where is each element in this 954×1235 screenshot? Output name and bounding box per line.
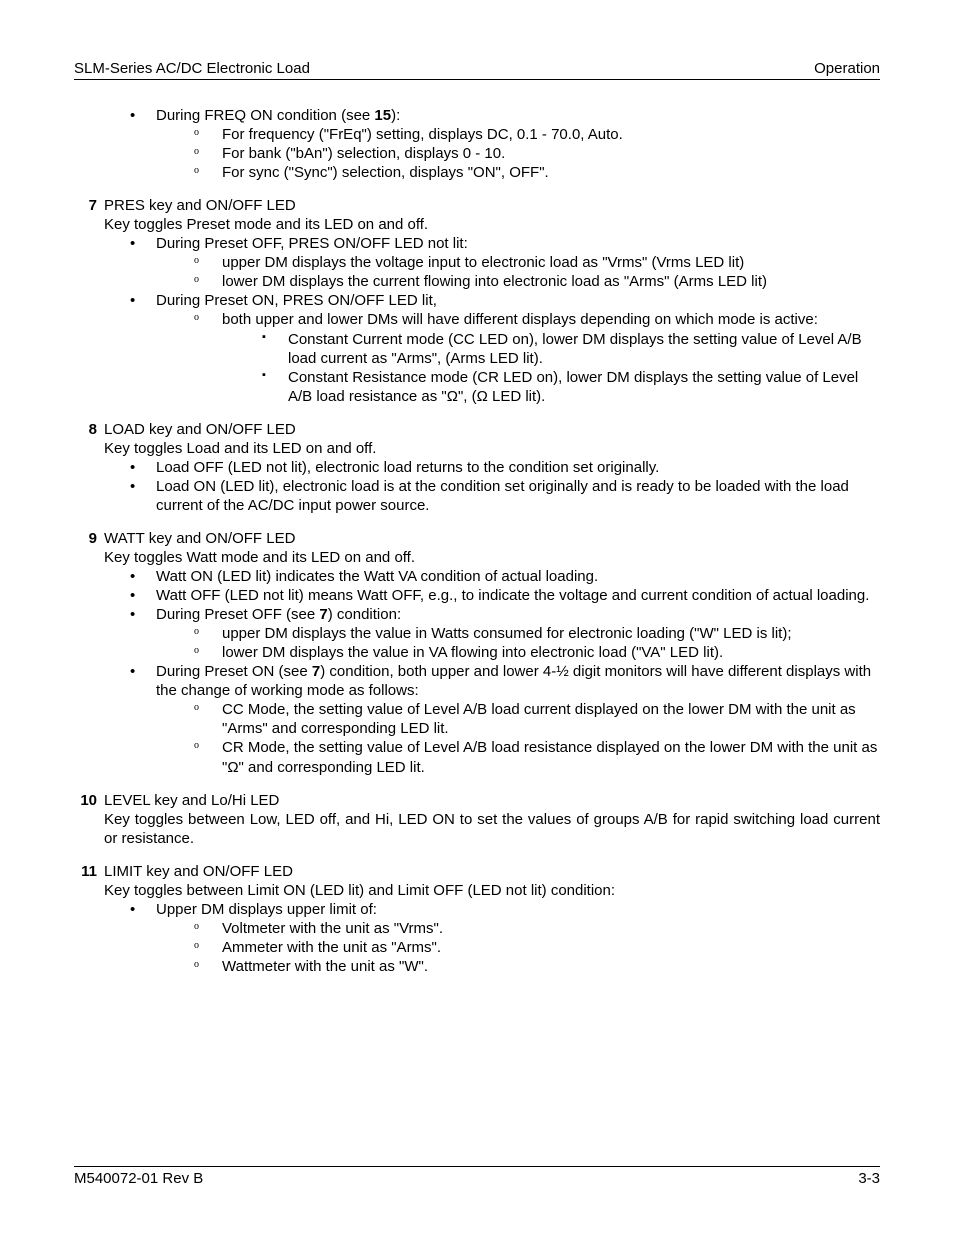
section-7: 7 PRES key and ON/OFF LED Key toggles Pr…: [74, 196, 880, 406]
section-9: 9 WATT key and ON/OFF LED Key toggles Wa…: [74, 529, 880, 777]
square-item: Constant Resistance mode (CR LED on), lo…: [262, 368, 880, 406]
document-page: SLM-Series AC/DC Electronic Load Operati…: [0, 0, 954, 1235]
bullets: Upper DM displays upper limit of: Voltme…: [130, 900, 880, 976]
bullet-item: During Preset OFF, PRES ON/OFF LED not l…: [130, 234, 880, 291]
bullet-item: During Preset ON (see 7) condition, both…: [130, 662, 880, 776]
bullets: During Preset OFF, PRES ON/OFF LED not l…: [130, 234, 880, 405]
circle-item: both upper and lower DMs will have diffe…: [194, 310, 880, 405]
circles: both upper and lower DMs will have diffe…: [194, 310, 880, 405]
page-footer: M540072-01 Rev B 3-3: [74, 1166, 880, 1187]
text: During Preset ON (see: [156, 663, 312, 680]
bullet-item: Load ON (LED lit), electronic load is at…: [130, 477, 880, 515]
section-heading: 9 WATT key and ON/OFF LED: [74, 529, 880, 548]
text: Upper DM displays upper limit of:: [156, 901, 377, 918]
circle-item: For frequency ("FrEq") setting, displays…: [194, 125, 880, 144]
header-left: SLM-Series AC/DC Electronic Load: [74, 60, 310, 77]
bullet-item: During Preset OFF (see 7) condition: upp…: [130, 605, 880, 662]
section-desc: Key toggles Load and its LED on and off.: [104, 439, 880, 458]
section-number: 8: [74, 420, 97, 439]
section-desc: Key toggles between Low, LED off, and Hi…: [104, 810, 880, 848]
intro-bullet: During FREQ ON condition (see 15): For f…: [130, 106, 880, 182]
circle-item: upper DM displays the value in Watts con…: [194, 624, 880, 643]
page-content: During FREQ ON condition (see 15): For f…: [74, 106, 880, 976]
intro-bullets: During FREQ ON condition (see 15): For f…: [130, 106, 880, 182]
section-11: 11 LIMIT key and ON/OFF LED Key toggles …: [74, 862, 880, 976]
section-10: 10 LEVEL key and Lo/Hi LED Key toggles b…: [74, 791, 880, 848]
circle-item: For bank ("bAn") selection, displays 0 -…: [194, 144, 880, 163]
section-desc: Key toggles Watt mode and its LED on and…: [104, 548, 880, 567]
section-number: 7: [74, 196, 97, 215]
intro-circles: For frequency ("FrEq") setting, displays…: [194, 125, 880, 182]
bullet-item: Watt ON (LED lit) indicates the Watt VA …: [130, 567, 880, 586]
header-right: Operation: [814, 60, 880, 77]
ref: 15: [374, 107, 391, 124]
circle-item: Ammeter with the unit as "Arms".: [194, 938, 880, 957]
section-number: 9: [74, 529, 97, 548]
section-heading: 11 LIMIT key and ON/OFF LED: [74, 862, 880, 881]
section-8: 8 LOAD key and ON/OFF LED Key toggles Lo…: [74, 420, 880, 515]
circles: CC Mode, the setting value of Level A/B …: [194, 700, 880, 776]
footer-left: M540072-01 Rev B: [74, 1170, 203, 1187]
circle-item: lower DM displays the current flowing in…: [194, 272, 880, 291]
circle-item: CC Mode, the setting value of Level A/B …: [194, 700, 880, 738]
square-item: Constant Current mode (CC LED on), lower…: [262, 330, 880, 368]
bullet-item: Watt OFF (LED not lit) means Watt OFF, e…: [130, 586, 880, 605]
circle-item: CR Mode, the setting value of Level A/B …: [194, 738, 880, 776]
page-header: SLM-Series AC/DC Electronic Load Operati…: [74, 60, 880, 80]
circles: upper DM displays the value in Watts con…: [194, 624, 880, 662]
text: ) condition:: [328, 606, 401, 623]
ref: 7: [312, 663, 320, 680]
bullets: Load OFF (LED not lit), electronic load …: [130, 458, 880, 515]
circle-item: Voltmeter with the unit as "Vrms".: [194, 919, 880, 938]
bullet-item: Upper DM displays upper limit of: Voltme…: [130, 900, 880, 976]
bullets: Watt ON (LED lit) indicates the Watt VA …: [130, 567, 880, 777]
section-title: PRES key and ON/OFF LED: [104, 196, 880, 215]
section-title: WATT key and ON/OFF LED: [104, 529, 880, 548]
text: During Preset OFF, PRES ON/OFF LED not l…: [156, 235, 468, 252]
circle-item: upper DM displays the voltage input to e…: [194, 253, 880, 272]
circles: upper DM displays the voltage input to e…: [194, 253, 880, 291]
section-desc: Key toggles Preset mode and its LED on a…: [104, 215, 880, 234]
section-desc: Key toggles between Limit ON (LED lit) a…: [104, 881, 880, 900]
section-heading: 8 LOAD key and ON/OFF LED: [74, 420, 880, 439]
ref: 7: [319, 606, 327, 623]
text: both upper and lower DMs will have diffe…: [222, 311, 818, 328]
text: During Preset OFF (see: [156, 606, 319, 623]
text: During Preset ON, PRES ON/OFF LED lit,: [156, 292, 437, 309]
squares: Constant Current mode (CC LED on), lower…: [262, 330, 880, 406]
intro-section: During FREQ ON condition (see 15): For f…: [74, 106, 880, 182]
circles: Voltmeter with the unit as "Vrms". Ammet…: [194, 919, 880, 976]
section-title: LEVEL key and Lo/Hi LED: [104, 791, 880, 810]
circle-item: For sync ("Sync") selection, displays "O…: [194, 163, 880, 182]
section-title: LOAD key and ON/OFF LED: [104, 420, 880, 439]
footer-right: 3-3: [858, 1170, 880, 1187]
section-title: LIMIT key and ON/OFF LED: [104, 862, 880, 881]
text: ):: [391, 107, 400, 124]
bullet-item: Load OFF (LED not lit), electronic load …: [130, 458, 880, 477]
section-number: 10: [74, 791, 97, 810]
bullet-item: During Preset ON, PRES ON/OFF LED lit, b…: [130, 291, 880, 405]
section-heading: 7 PRES key and ON/OFF LED: [74, 196, 880, 215]
circle-item: lower DM displays the value in VA flowin…: [194, 643, 880, 662]
circle-item: Wattmeter with the unit as "W".: [194, 957, 880, 976]
section-heading: 10 LEVEL key and Lo/Hi LED: [74, 791, 880, 810]
section-number: 11: [74, 862, 97, 881]
text: During FREQ ON condition (see: [156, 107, 374, 124]
